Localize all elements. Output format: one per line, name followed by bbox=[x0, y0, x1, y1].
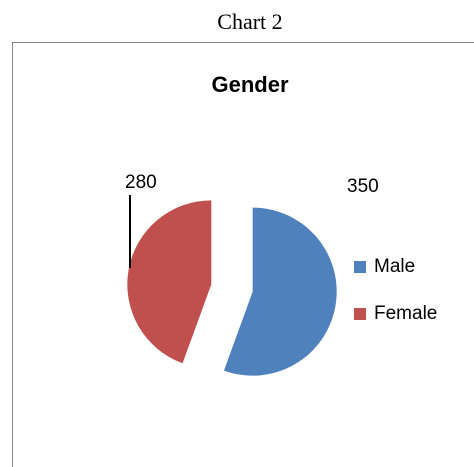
data-label: 280 bbox=[125, 172, 157, 193]
pie-slice bbox=[127, 200, 212, 364]
caption: Chart 2 bbox=[217, 9, 282, 34]
legend-swatch bbox=[354, 308, 366, 320]
legend-swatch bbox=[354, 261, 366, 273]
pie-slice bbox=[223, 207, 337, 376]
chart-frame bbox=[12, 42, 474, 467]
chart-title: Gender bbox=[211, 72, 288, 97]
legend-label: Female bbox=[374, 303, 437, 324]
legend-label: Male bbox=[374, 256, 415, 277]
data-label: 350 bbox=[347, 176, 379, 197]
